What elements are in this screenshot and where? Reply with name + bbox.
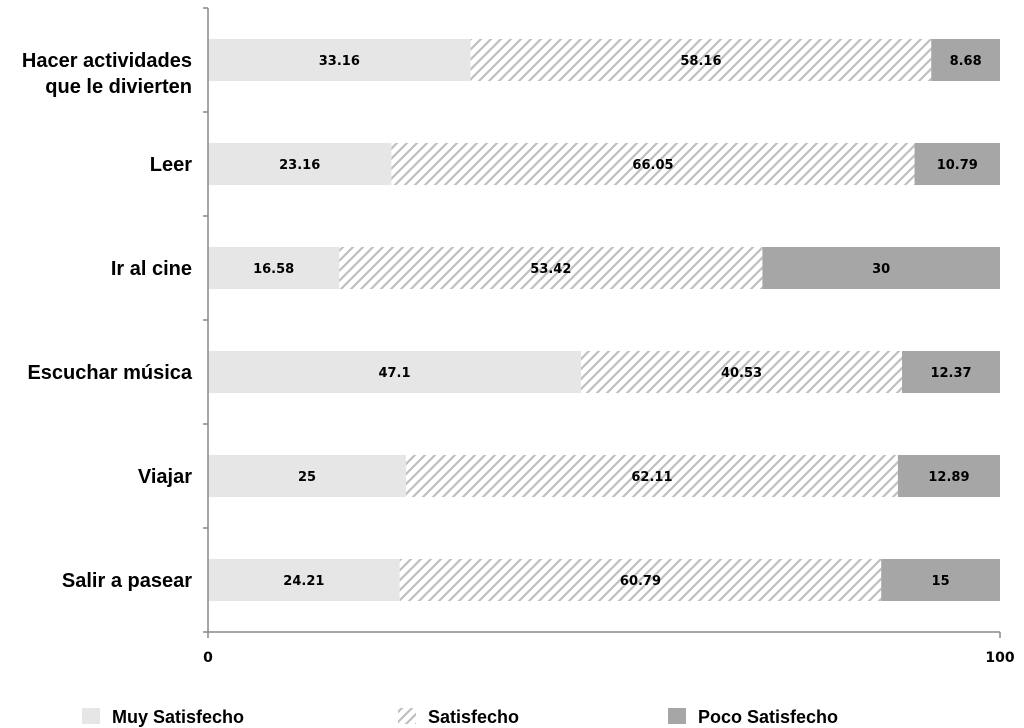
data-label: 8.68: [950, 54, 982, 69]
legend-swatch: [668, 708, 686, 724]
data-label: 12.37: [930, 366, 971, 381]
bar-segment: [931, 39, 1000, 81]
category-label: que le divierten: [45, 76, 192, 98]
bar-segment: [208, 455, 406, 497]
data-label: 66.05: [632, 158, 673, 173]
bar-segment: [406, 455, 898, 497]
data-label: 16.58: [253, 262, 294, 277]
data-label: 23.16: [279, 158, 320, 173]
bar-segment: [470, 39, 932, 81]
bar-segment: [762, 247, 1000, 289]
data-label: 47.1: [378, 366, 410, 381]
category-labels-group: Hacer actividades que le divierten Leer Ir …: [22, 50, 193, 592]
bar-segment: [581, 351, 903, 393]
data-label: 58.16: [680, 54, 721, 69]
x-tick-label: 100: [985, 650, 1014, 666]
bar-segment: [881, 559, 1000, 601]
legend: Muy Satisfecho Satisfecho Poco Satisfecho: [82, 707, 838, 727]
data-label: 10.79: [937, 158, 978, 173]
data-label: 33.16: [319, 54, 360, 69]
data-label: 30: [872, 262, 890, 277]
data-label: 15: [932, 574, 950, 589]
bars-group: [208, 39, 1000, 601]
data-label: 25: [298, 470, 316, 485]
legend-swatch: [398, 708, 416, 724]
bar-segment: [897, 455, 1000, 497]
bar-segment: [208, 559, 400, 601]
axes-group: 0 100: [203, 7, 1015, 666]
category-label: Leer: [150, 154, 192, 176]
bar-segment: [208, 143, 392, 185]
bar-segment: [208, 351, 582, 393]
bar-segment: [391, 143, 915, 185]
data-label: 24.21: [283, 574, 324, 589]
bar-segment: [208, 39, 471, 81]
data-label: 53.42: [530, 262, 571, 277]
data-label: 62.11: [631, 470, 672, 485]
bar-segment: [902, 351, 1000, 393]
legend-label: Satisfecho: [428, 707, 519, 727]
bar-segment: [914, 143, 1000, 185]
bar-segment: [399, 559, 882, 601]
data-label: 12.89: [928, 470, 969, 485]
legend-swatch: [82, 708, 100, 724]
legend-label: Muy Satisfecho: [112, 707, 244, 727]
data-labels-group: 33.16 58.16 8.68 23.16 66.05 10.79 16.58 53.42 3…: [253, 54, 982, 589]
bar-segment: [208, 247, 340, 289]
category-label: Escuchar música: [27, 362, 192, 384]
x-tick-label: 0: [203, 650, 213, 666]
legend-label: Poco Satisfecho: [698, 707, 838, 727]
data-label: 40.53: [721, 366, 762, 381]
category-label: Hacer actividades: [22, 50, 192, 72]
category-label: Viajar: [138, 466, 192, 488]
bar-segment: [339, 247, 763, 289]
data-label: 60.79: [620, 574, 661, 589]
category-label: Ir al cine: [111, 258, 192, 280]
category-label: Salir a pasear: [62, 570, 192, 592]
